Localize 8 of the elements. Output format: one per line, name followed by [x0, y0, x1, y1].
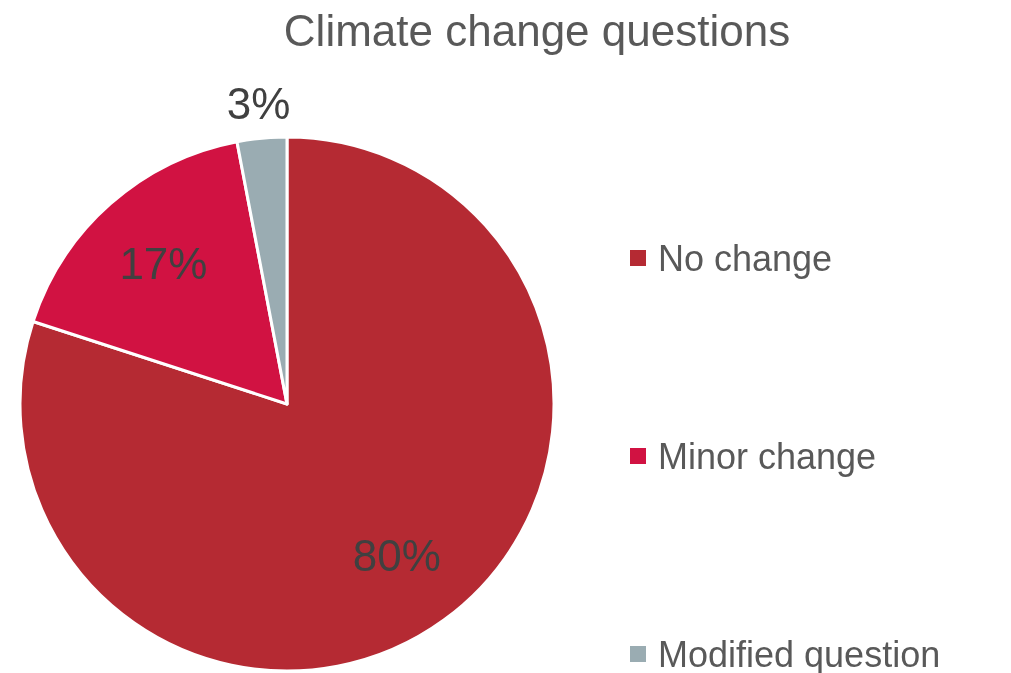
chart-title: Climate change questions	[283, 5, 791, 55]
data-label: 80%	[352, 530, 441, 580]
legend-label: Minor change	[658, 435, 877, 477]
data-label: 17%	[119, 239, 208, 289]
data-label: 3%	[226, 79, 291, 129]
legend-label: No change	[658, 237, 833, 279]
pie-slice	[31, 140, 289, 406]
pie-slice	[18, 135, 556, 673]
